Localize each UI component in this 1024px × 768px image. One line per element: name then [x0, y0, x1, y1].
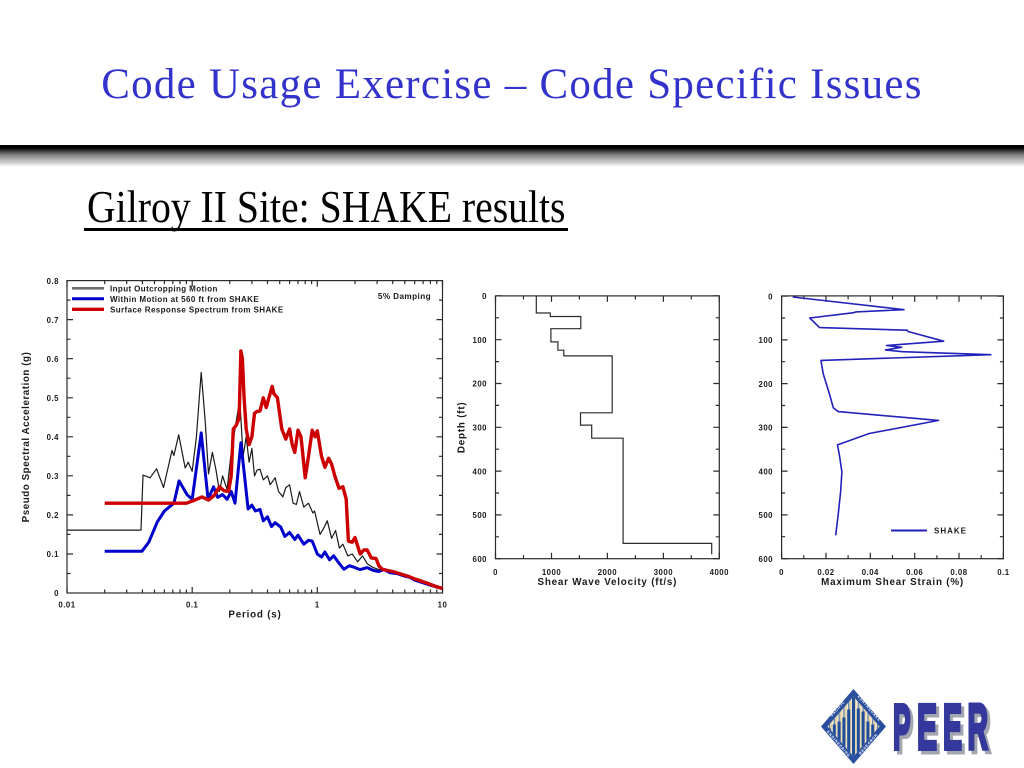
svg-text:0.4: 0.4 [47, 433, 60, 442]
svg-text:Period (s): Period (s) [228, 610, 281, 621]
svg-text:0.1: 0.1 [997, 568, 1010, 577]
svg-text:500: 500 [472, 511, 487, 520]
svg-text:P: P [893, 691, 911, 763]
svg-text:0.6: 0.6 [47, 355, 60, 364]
svg-text:0.04: 0.04 [862, 568, 879, 577]
svg-text:0: 0 [482, 292, 487, 301]
svg-text:400: 400 [758, 467, 773, 476]
svg-text:Depth (ft): Depth (ft) [457, 402, 468, 454]
svg-text:0: 0 [779, 568, 784, 577]
svg-text:E: E [943, 691, 962, 763]
svg-text:600: 600 [758, 555, 773, 564]
svg-text:0.1: 0.1 [47, 550, 60, 559]
svg-text:0.1: 0.1 [186, 601, 199, 610]
svg-text:200: 200 [758, 380, 773, 389]
svg-text:P: P [896, 695, 914, 767]
svg-text:Pseudo Spectral Acceleration (: Pseudo Spectral Acceleration (g) [21, 352, 32, 523]
svg-text:E: E [920, 695, 940, 767]
svg-text:E: E [917, 691, 937, 763]
svg-text:Surface Response Spectrum from: Surface Response Spectrum from SHAKE [110, 305, 284, 314]
svg-text:E: E [946, 695, 965, 767]
svg-text:Shear Wave Velocity (ft/s): Shear Wave Velocity (ft/s) [538, 577, 678, 588]
svg-text:R: R [971, 695, 992, 767]
svg-text:0: 0 [54, 589, 59, 598]
svg-text:Within Motion at 560 ft from S: Within Motion at 560 ft from SHAKE [110, 295, 259, 304]
svg-text:0.06: 0.06 [906, 568, 923, 577]
svg-text:10: 10 [438, 601, 448, 610]
svg-text:0.01: 0.01 [58, 601, 75, 610]
svg-text:4000: 4000 [710, 568, 730, 577]
svg-text:SHAKE: SHAKE [934, 527, 967, 536]
svg-text:0.3: 0.3 [47, 472, 60, 481]
svg-text:400: 400 [472, 467, 487, 476]
svg-text:Input Outcropping Motion: Input Outcropping Motion [110, 284, 218, 293]
svg-text:0: 0 [493, 568, 498, 577]
svg-text:300: 300 [758, 424, 773, 433]
svg-text:0.08: 0.08 [950, 568, 967, 577]
svg-text:0.02: 0.02 [817, 568, 834, 577]
svg-text:Maximum Shear Strain (%): Maximum Shear Strain (%) [821, 577, 964, 588]
svg-text:0.7: 0.7 [47, 316, 59, 325]
svg-text:2000: 2000 [598, 568, 618, 577]
svg-text:100: 100 [758, 336, 773, 345]
svg-text:0.5: 0.5 [47, 394, 60, 403]
svg-text:500: 500 [758, 511, 773, 520]
svg-text:0.8: 0.8 [47, 277, 60, 286]
svg-text:200: 200 [472, 380, 487, 389]
svg-text:600: 600 [472, 555, 487, 564]
svg-text:5% Damping: 5% Damping [378, 292, 431, 301]
svg-text:0: 0 [768, 292, 773, 301]
svg-text:0.2: 0.2 [47, 511, 60, 520]
svg-text:3000: 3000 [654, 568, 674, 577]
svg-text:R: R [968, 691, 989, 763]
svg-text:300: 300 [472, 424, 487, 433]
svg-text:1: 1 [315, 601, 320, 610]
svg-text:1000: 1000 [542, 568, 562, 577]
svg-text:100: 100 [472, 336, 487, 345]
